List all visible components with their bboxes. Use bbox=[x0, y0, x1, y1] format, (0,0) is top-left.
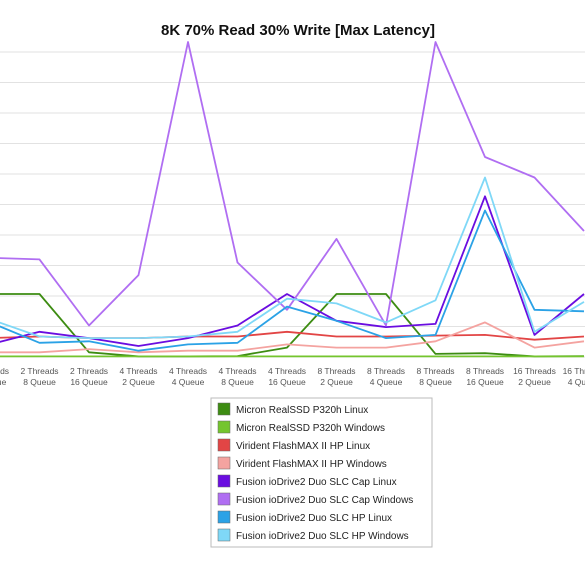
x-tick-label: 4 Threads bbox=[169, 366, 207, 376]
x-tick-label: 8 Queue bbox=[23, 377, 56, 387]
x-tick-label: 16 Queue bbox=[268, 377, 306, 387]
x-tick-label: 2 Threads bbox=[20, 366, 58, 376]
x-tick-label: 8 Queue bbox=[221, 377, 254, 387]
legend-swatch bbox=[217, 492, 231, 506]
series-line-1 bbox=[0, 293, 585, 358]
x-tick-label: 4 Queue bbox=[370, 377, 403, 387]
series-line-7 bbox=[0, 209, 585, 352]
x-tick-label: 4 Queue bbox=[568, 377, 585, 387]
x-tick-label: 16 Threads bbox=[513, 366, 556, 376]
x-tick-label: 2 Queue bbox=[518, 377, 551, 387]
x-tick-label: 4 Queue bbox=[172, 377, 205, 387]
series-lines bbox=[0, 41, 585, 358]
legend-swatch bbox=[217, 474, 231, 488]
legend-label: Virident FlashMAX II HP Linux bbox=[236, 441, 370, 452]
legend-label: Micron RealSSD P320h Windows bbox=[236, 423, 385, 434]
x-tick-label: 16 Threads bbox=[563, 366, 585, 376]
x-tick-label: 1 Queue bbox=[0, 377, 7, 387]
legend-swatch bbox=[217, 510, 231, 524]
legend-label: Virident FlashMAX II HP Windows bbox=[236, 459, 387, 470]
x-tick-label: 8 Threads bbox=[466, 366, 504, 376]
x-tick-label: 8 Threads bbox=[367, 366, 405, 376]
legend-label: Fusion ioDrive2 Duo SLC Cap Linux bbox=[236, 477, 397, 488]
legend-box bbox=[210, 397, 433, 548]
x-tick-label: 4 Threads bbox=[218, 366, 256, 376]
x-tick-label: 4 Threads bbox=[119, 366, 157, 376]
series-line-8 bbox=[0, 176, 585, 340]
grid bbox=[0, 51, 585, 358]
legend: Micron RealSSD P320h Linux Micron RealSSD… bbox=[210, 397, 433, 548]
x-tick-label: 8 Queue bbox=[419, 377, 452, 387]
legend-swatch bbox=[217, 402, 231, 416]
legend-label: Fusion ioDrive2 Duo SLC HP Linux bbox=[236, 513, 392, 524]
x-tick-label: 16 Queue bbox=[70, 377, 108, 387]
chart-title: 8K 70% Read 30% Write [Max Latency] bbox=[161, 22, 435, 39]
x-tick-label: 2 Queue bbox=[320, 377, 353, 387]
series-line-4 bbox=[0, 321, 585, 354]
x-tick-label: 4 Threads bbox=[268, 366, 306, 376]
x-tick-label: 2 Threads bbox=[70, 366, 108, 376]
x-tick-label: 2 Queue bbox=[122, 377, 155, 387]
x-tick-label: 1 Threads bbox=[0, 366, 9, 376]
x-tick-label: 8 Threads bbox=[416, 366, 454, 376]
series-line-6 bbox=[0, 41, 585, 327]
legend-swatch bbox=[217, 456, 231, 470]
legend-label: Fusion ioDrive2 Duo SLC HP Windows bbox=[236, 531, 409, 542]
legend-swatch bbox=[217, 420, 231, 434]
x-tick-label: 16 Queue bbox=[466, 377, 504, 387]
legend-swatch bbox=[217, 438, 231, 452]
legend-label: Micron RealSSD P320h Linux bbox=[236, 405, 368, 416]
legend-label: Fusion ioDrive2 Duo SLC Cap Windows bbox=[236, 495, 413, 506]
legend-swatch bbox=[217, 528, 231, 542]
x-tick-label: 8 Threads bbox=[317, 366, 355, 376]
